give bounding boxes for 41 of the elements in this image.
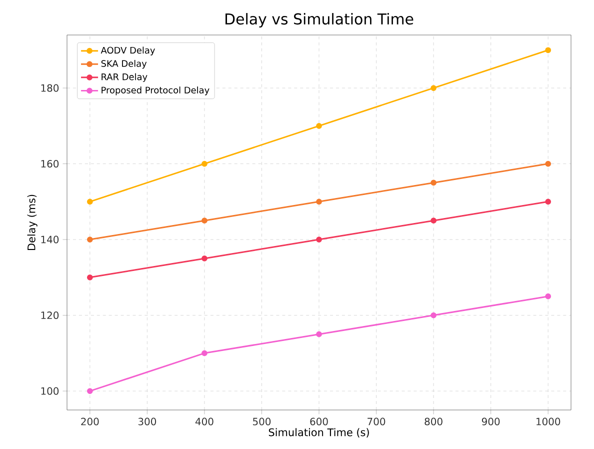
y-axis-title: Delay (ms)	[27, 194, 38, 250]
point	[545, 293, 552, 300]
point	[202, 218, 208, 224]
legend-label: SKA Delay	[101, 60, 147, 69]
point	[545, 198, 552, 205]
x-tick-label: 800	[424, 418, 442, 426]
point	[86, 236, 93, 242]
x-tick-label: 200	[81, 418, 99, 426]
y-tick-label: 100	[41, 387, 59, 395]
x-tick-label: 300	[138, 418, 156, 426]
point	[316, 331, 322, 338]
x-tick-label: 700	[368, 418, 386, 426]
point	[316, 122, 322, 129]
point	[430, 218, 436, 224]
point	[86, 274, 93, 280]
point	[316, 198, 322, 205]
point	[202, 160, 208, 167]
x-tick-label: 600	[310, 418, 328, 426]
x-tick-label: 900	[482, 418, 500, 426]
point	[430, 85, 436, 91]
y-tick-label: 160	[41, 160, 59, 168]
x-tick-label: 400	[195, 418, 214, 426]
legend-label: RAR Delay	[102, 73, 148, 82]
point	[545, 47, 552, 54]
point	[86, 388, 93, 394]
x-axis-title: Simulation Time (s)	[268, 428, 369, 438]
point	[545, 160, 552, 167]
y-tick-label: 140	[41, 236, 59, 244]
legend-label: AODV Delay	[100, 46, 155, 56]
point	[202, 350, 208, 356]
x-tick-label: 1000	[536, 418, 560, 426]
chart-title: Delay vs Simulation Time	[226, 13, 414, 28]
point	[86, 198, 93, 205]
y-tick-label: 180	[41, 84, 59, 92]
point	[316, 236, 322, 242]
y-tick-label: 120	[41, 312, 59, 320]
point	[430, 180, 436, 186]
x-tick-label: 500	[252, 418, 271, 426]
point	[202, 256, 208, 262]
legend-label: Proposed Protocol Delay	[102, 86, 210, 96]
point	[430, 312, 436, 318]
